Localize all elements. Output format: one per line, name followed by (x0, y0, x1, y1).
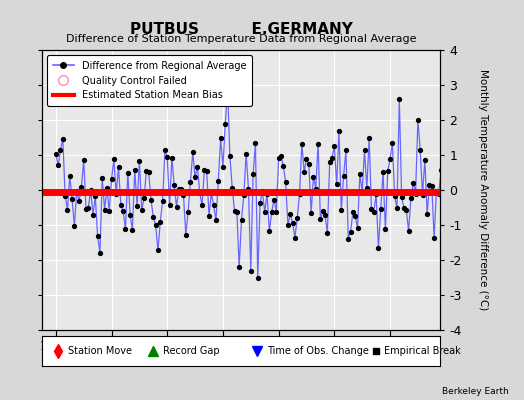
Text: Berkeley Earth: Berkeley Earth (442, 387, 508, 396)
Text: Station Move: Station Move (68, 346, 132, 356)
Y-axis label: Monthly Temperature Anomaly Difference (°C): Monthly Temperature Anomaly Difference (… (478, 69, 488, 311)
Text: Record Gap: Record Gap (163, 346, 220, 356)
Text: Empirical Break: Empirical Break (385, 346, 461, 356)
Text: Time of Obs. Change: Time of Obs. Change (267, 346, 369, 356)
Legend: Difference from Regional Average, Quality Control Failed, Estimated Station Mean: Difference from Regional Average, Qualit… (47, 55, 252, 106)
Text: PUTBUS          E.GERMANY: PUTBUS E.GERMANY (129, 22, 353, 37)
Text: Difference of Station Temperature Data from Regional Average: Difference of Station Temperature Data f… (66, 34, 416, 44)
